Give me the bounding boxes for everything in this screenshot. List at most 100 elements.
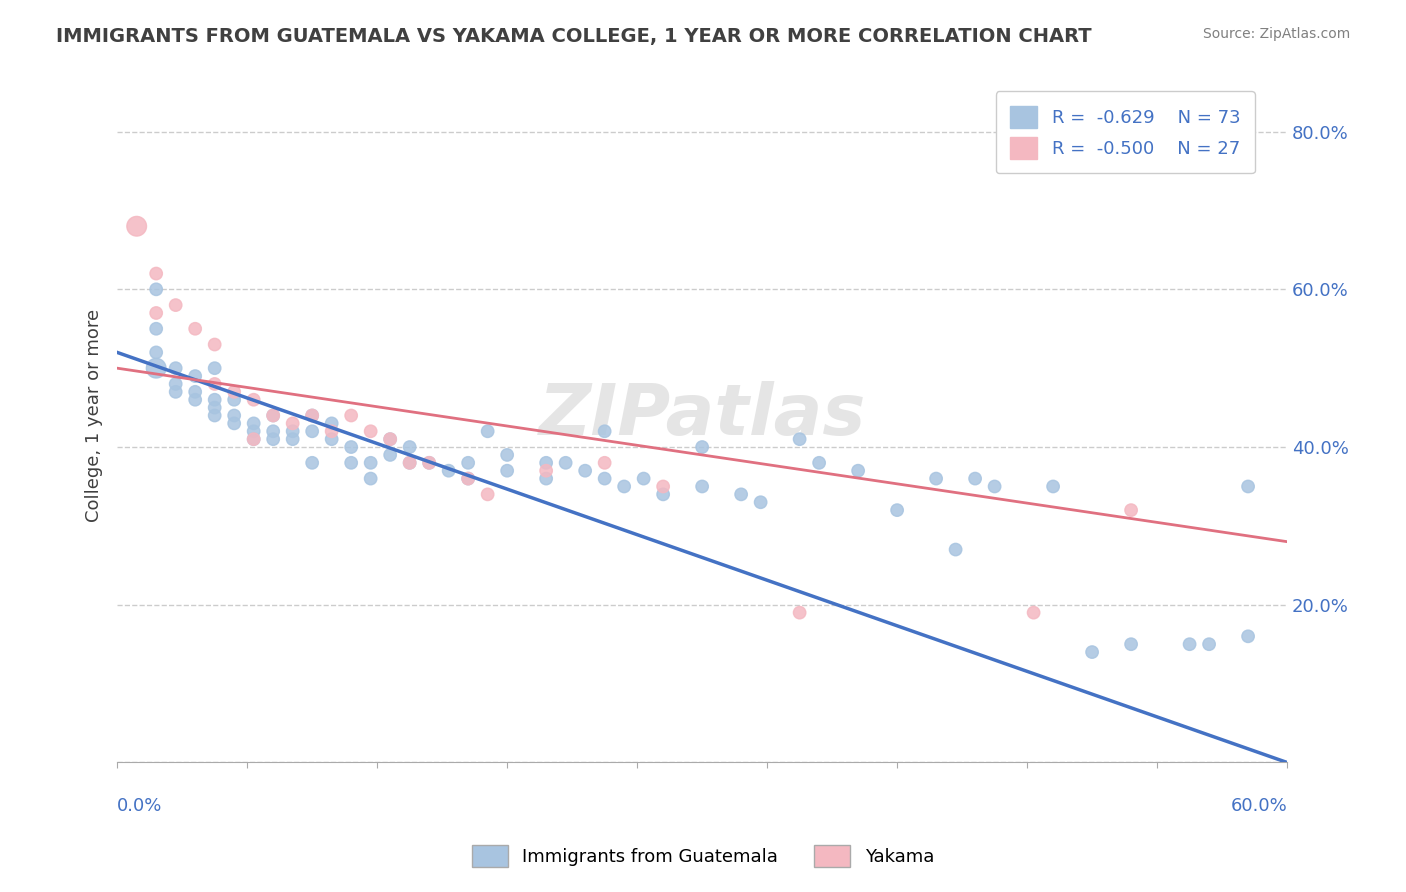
Point xyxy=(224,384,246,399)
Point xyxy=(242,432,264,446)
Point xyxy=(262,409,284,423)
Point xyxy=(808,456,831,470)
Point xyxy=(789,606,811,620)
Point xyxy=(145,322,167,336)
Point xyxy=(437,464,460,478)
Point xyxy=(262,409,284,423)
Point xyxy=(242,417,264,431)
Text: IMMIGRANTS FROM GUATEMALA VS YAKAMA COLLEGE, 1 YEAR OR MORE CORRELATION CHART: IMMIGRANTS FROM GUATEMALA VS YAKAMA COLL… xyxy=(56,27,1092,45)
Point xyxy=(457,472,479,486)
Point xyxy=(165,361,187,376)
Point xyxy=(1119,503,1142,517)
Point xyxy=(262,424,284,438)
Point xyxy=(224,409,246,423)
Point xyxy=(145,306,167,320)
Point xyxy=(145,345,167,359)
Point xyxy=(224,417,246,431)
Point xyxy=(204,401,226,415)
Point xyxy=(477,424,499,438)
Point xyxy=(301,456,323,470)
Point xyxy=(204,361,226,376)
Point xyxy=(1178,637,1201,651)
Point xyxy=(652,487,675,501)
Point xyxy=(204,392,226,407)
Point xyxy=(145,282,167,296)
Point xyxy=(340,440,363,454)
Point xyxy=(534,472,557,486)
Point xyxy=(301,409,323,423)
Point xyxy=(457,472,479,486)
Point xyxy=(281,432,304,446)
Point xyxy=(457,456,479,470)
Point xyxy=(574,464,596,478)
Point xyxy=(398,456,420,470)
Point xyxy=(652,479,675,493)
Point xyxy=(633,472,655,486)
Point xyxy=(340,456,363,470)
Point xyxy=(184,369,207,384)
Y-axis label: College, 1 year or more: College, 1 year or more xyxy=(86,309,103,522)
Legend: Immigrants from Guatemala, Yakama: Immigrants from Guatemala, Yakama xyxy=(464,838,942,874)
Point xyxy=(983,479,1005,493)
Point xyxy=(730,487,752,501)
Point xyxy=(165,298,187,312)
Point xyxy=(749,495,772,509)
Point xyxy=(281,424,304,438)
Point xyxy=(1022,606,1045,620)
Legend: R =  -0.629    N = 73, R =  -0.500    N = 27: R = -0.629 N = 73, R = -0.500 N = 27 xyxy=(995,91,1254,173)
Point xyxy=(321,424,343,438)
Point xyxy=(184,392,207,407)
Point xyxy=(593,472,616,486)
Point xyxy=(378,432,401,446)
Point xyxy=(496,464,519,478)
Point xyxy=(1081,645,1104,659)
Point xyxy=(925,472,948,486)
Point xyxy=(378,432,401,446)
Point xyxy=(418,456,440,470)
Point xyxy=(534,456,557,470)
Point xyxy=(242,392,264,407)
Point xyxy=(378,448,401,462)
Point xyxy=(301,424,323,438)
Point xyxy=(613,479,636,493)
Point xyxy=(593,456,616,470)
Point xyxy=(184,322,207,336)
Point xyxy=(165,376,187,391)
Point xyxy=(340,409,363,423)
Point xyxy=(281,417,304,431)
Point xyxy=(125,219,148,234)
Point xyxy=(1198,637,1220,651)
Point xyxy=(418,456,440,470)
Point xyxy=(1237,629,1260,643)
Point xyxy=(1042,479,1064,493)
Point xyxy=(204,337,226,351)
Point xyxy=(242,432,264,446)
Point xyxy=(204,409,226,423)
Point xyxy=(145,267,167,281)
Point xyxy=(224,392,246,407)
Text: ZIPatlas: ZIPatlas xyxy=(538,381,866,450)
Point xyxy=(477,487,499,501)
Point xyxy=(301,409,323,423)
Point xyxy=(262,432,284,446)
Text: 60.0%: 60.0% xyxy=(1230,797,1286,815)
Point xyxy=(554,456,576,470)
Point xyxy=(945,542,967,557)
Point xyxy=(690,479,713,493)
Point xyxy=(886,503,908,517)
Point xyxy=(321,432,343,446)
Point xyxy=(321,417,343,431)
Point xyxy=(360,424,382,438)
Point xyxy=(360,456,382,470)
Point xyxy=(593,424,616,438)
Point xyxy=(242,424,264,438)
Point xyxy=(398,440,420,454)
Point xyxy=(496,448,519,462)
Point xyxy=(204,376,226,391)
Text: Source: ZipAtlas.com: Source: ZipAtlas.com xyxy=(1202,27,1350,41)
Point xyxy=(398,456,420,470)
Point xyxy=(965,472,987,486)
Point xyxy=(165,384,187,399)
Point xyxy=(534,464,557,478)
Point xyxy=(1237,479,1260,493)
